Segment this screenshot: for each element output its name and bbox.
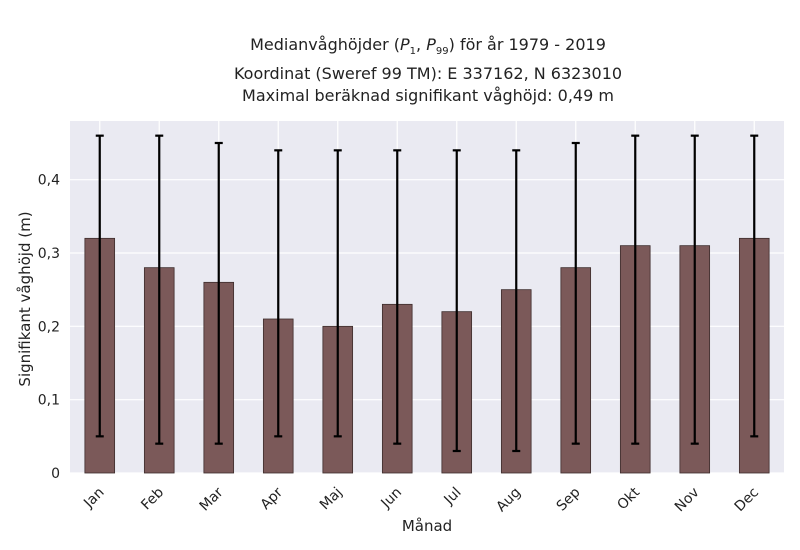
chart-title-line-1: Medianvåghöjder (P1, P99) för år 1979 - … — [250, 35, 606, 58]
error-bar-jun — [393, 149, 402, 445]
x-tick-label: Mar — [197, 484, 227, 514]
y-tick-label: 0,2 — [38, 319, 60, 335]
x-tick-label: Apr — [258, 484, 287, 513]
error-bar-feb — [155, 134, 164, 445]
error-bar-jul — [452, 149, 461, 453]
y-tick-label: 0,3 — [38, 246, 60, 262]
x-tick-label: Sep — [554, 484, 584, 514]
y-axis-label: Signifikant våghöjd (m) — [16, 211, 34, 386]
error-bar-mar — [214, 141, 223, 445]
chart-title-line-3: Maximal beräknad signifikant våghöjd: 0,… — [242, 86, 614, 106]
x-tick-label: Jul — [441, 485, 465, 509]
x-tick-label: Feb — [138, 484, 167, 513]
x-axis-label: Månad — [402, 517, 452, 535]
error-bar-dec — [750, 134, 759, 438]
chart-title-line-2: Koordinat (Sweref 99 TM): E 337162, N 63… — [233, 64, 623, 84]
x-tick-label: Jun — [378, 485, 405, 512]
error-bar-aug — [512, 149, 521, 453]
chart-title: Medianvåghöjder (P1, P99) för år 1979 - … — [70, 34, 786, 107]
x-tick-label: Dec — [732, 485, 762, 515]
y-tick-label: 0,4 — [38, 173, 60, 189]
error-bar-sep — [571, 141, 580, 445]
y-tick-label: 0 — [51, 466, 60, 482]
y-tick-label: 0,1 — [38, 393, 60, 409]
x-tick-label: Nov — [672, 485, 703, 516]
error-bar-okt — [631, 134, 640, 445]
x-tick-label: Maj — [317, 485, 346, 514]
error-bar-jan — [95, 134, 104, 438]
error-bar-maj — [333, 149, 342, 438]
error-bar-apr — [274, 149, 283, 438]
plot-area — [70, 121, 784, 473]
error-bar-nov — [690, 134, 699, 445]
x-tick-label: Okt — [614, 484, 643, 513]
x-tick-label: Jan — [80, 485, 107, 512]
x-tick-label: Aug — [493, 485, 524, 516]
